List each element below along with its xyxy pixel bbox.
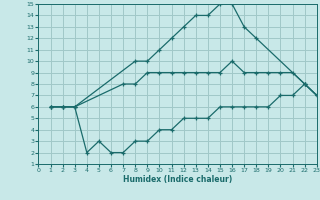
- X-axis label: Humidex (Indice chaleur): Humidex (Indice chaleur): [123, 175, 232, 184]
